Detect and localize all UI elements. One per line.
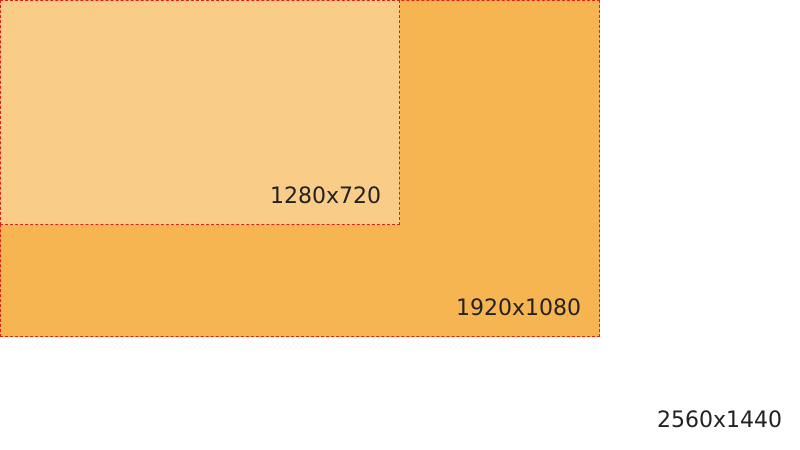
resolution-1920x1080-label: 1920x1080 xyxy=(456,296,581,321)
resolution-1280x720-label: 1280x720 xyxy=(270,184,381,209)
resolution-2560x1440-label: 2560x1440 xyxy=(657,408,782,433)
resolution-1280x720-box: 1280x720 xyxy=(0,0,400,225)
